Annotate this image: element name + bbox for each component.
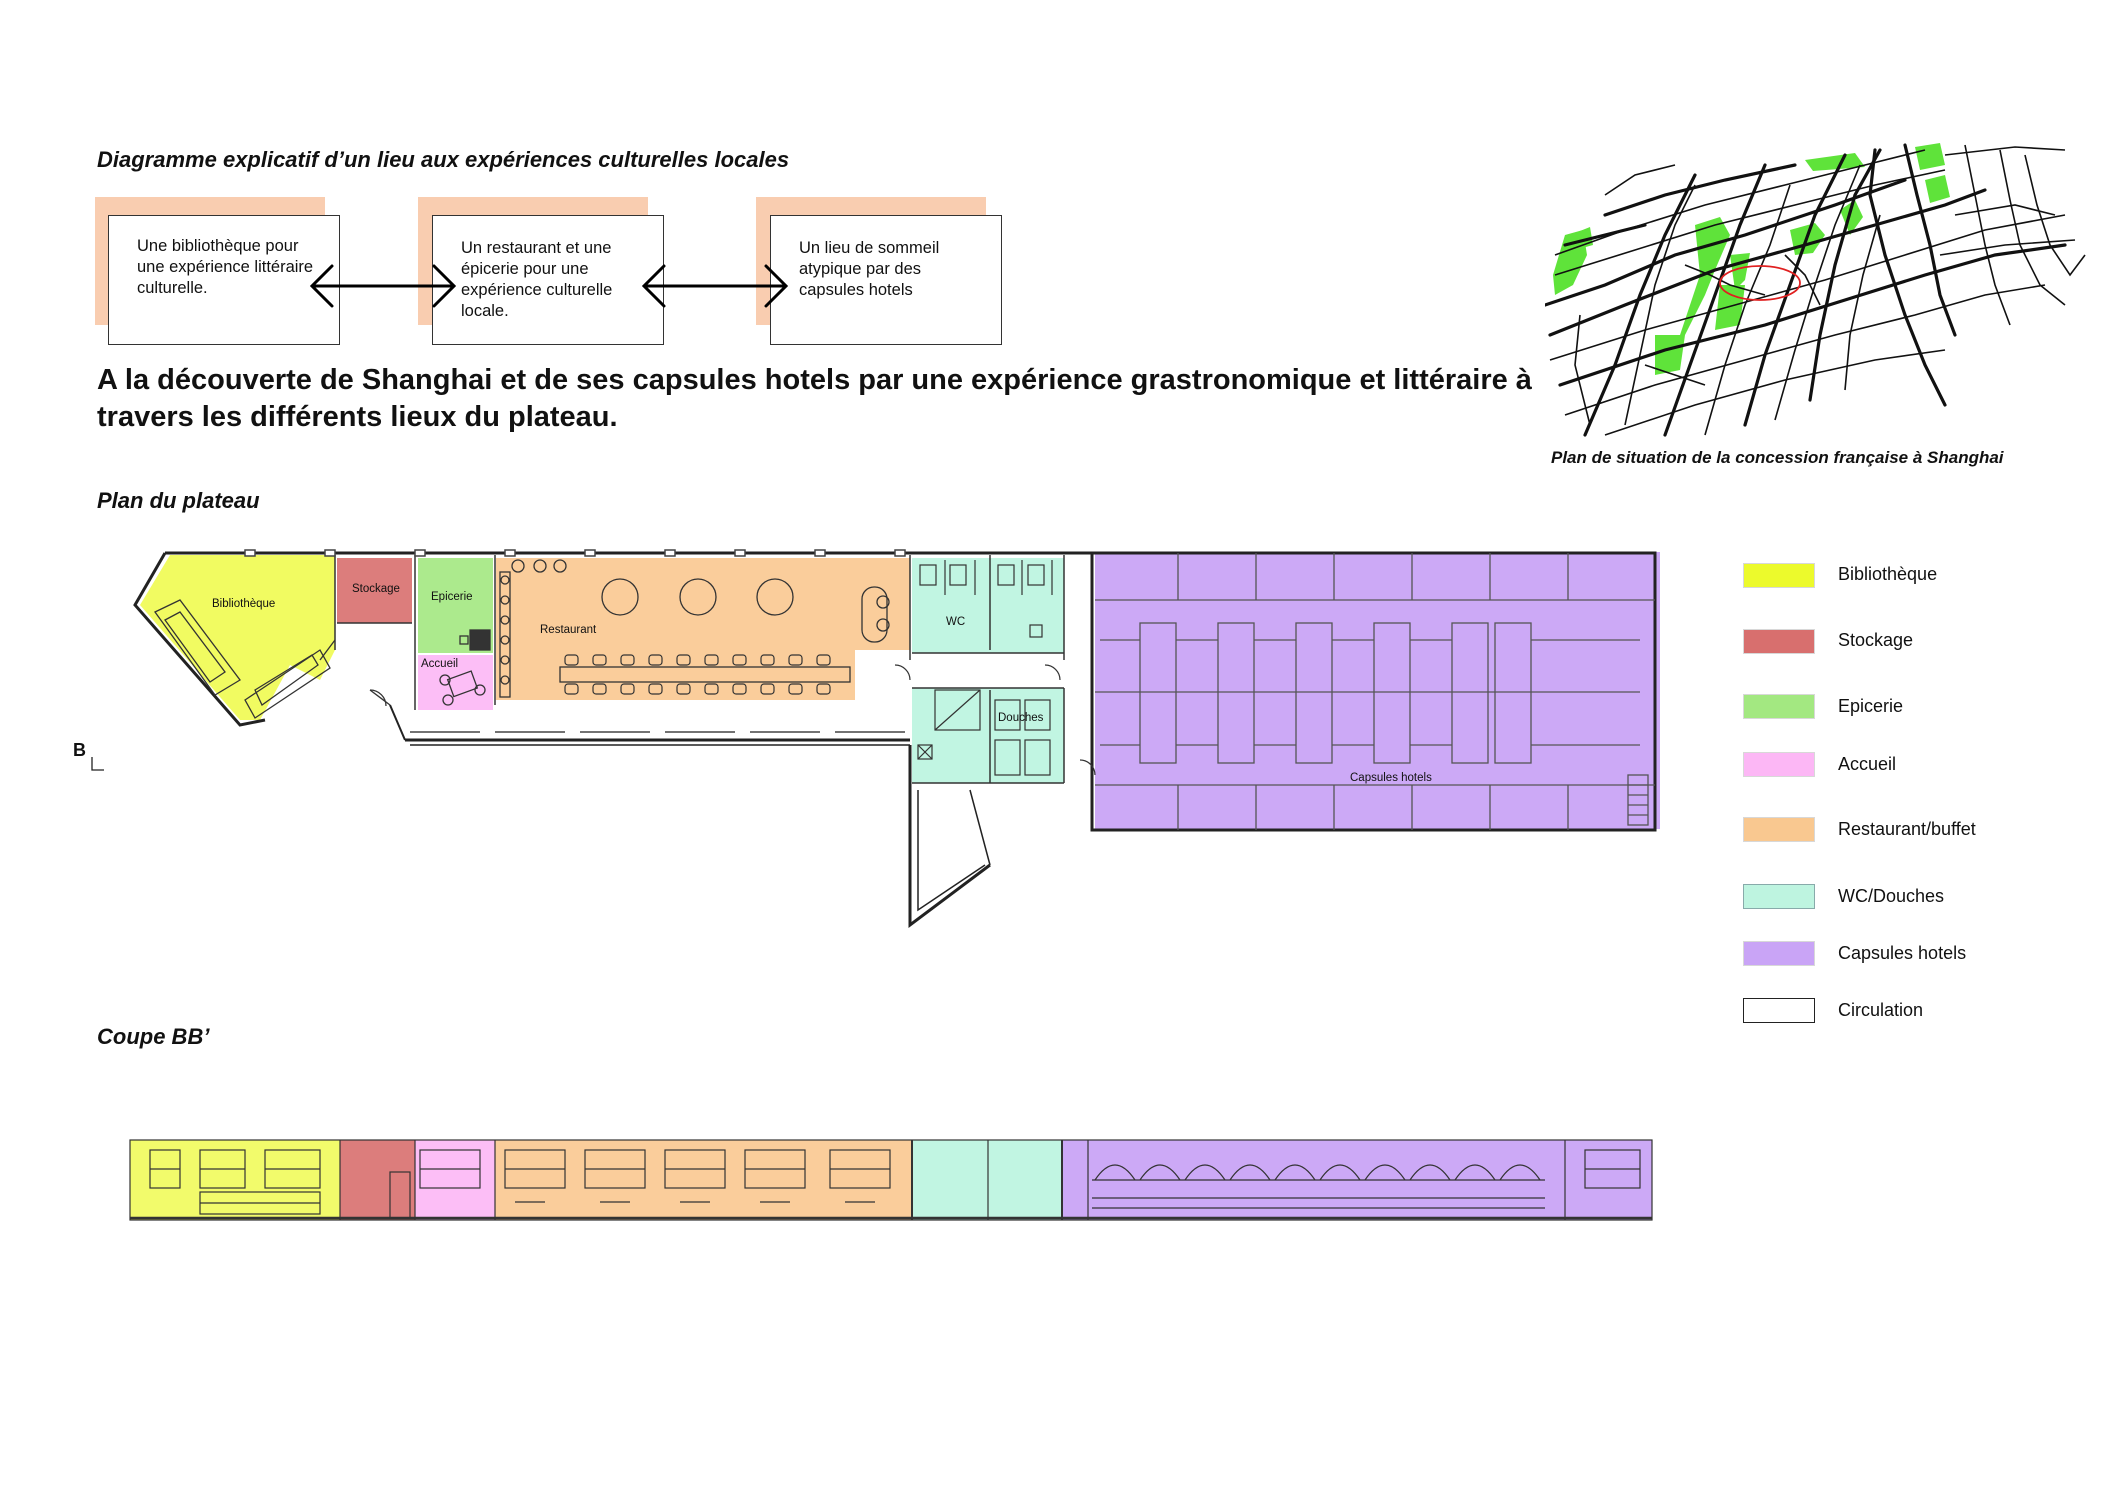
section-bb [129, 1139, 1653, 1221]
zone-douches [912, 688, 1064, 783]
double-arrow-icon [641, 264, 789, 308]
situation-map [1545, 143, 2086, 437]
diagram-box-library: Une bibliothèque pour une expérience lit… [108, 215, 340, 345]
room-label-capsules: Capsules hotels [1350, 772, 1432, 784]
room-label-restaurant: Restaurant [540, 624, 597, 636]
section-zone-restaurant [495, 1140, 912, 1220]
legend-label: Stockage [1838, 630, 1914, 650]
legend-label: Restaurant/buffet [1838, 819, 1976, 839]
legend-swatch-bibliotheque [1743, 563, 1815, 588]
double-arrow-icon [309, 264, 457, 308]
legend-label: Capsules hotels [1838, 943, 1967, 963]
diagram-box-restaurant: Un restaurant et une épicerie pour une e… [432, 215, 664, 345]
zone-capsules [1095, 552, 1660, 829]
zone-wc [912, 558, 1064, 653]
location-marker [1719, 265, 1801, 301]
room-label-accueil: Accueil [421, 658, 458, 670]
legend-swatch-wc-douches [1743, 884, 1815, 909]
diagram-box-text: Une bibliothèque pour une expérience lit… [137, 237, 314, 297]
room-label-douches: Douches [998, 712, 1044, 724]
diagram-box-text: Un restaurant et une épicerie pour une e… [461, 239, 613, 320]
plan-title: Plan du plateau [97, 488, 260, 513]
legend-swatch-restaurant [1743, 817, 1815, 842]
headline: A la découverte de Shanghai et de ses ca… [97, 364, 1532, 433]
legend-label: WC/Douches [1838, 886, 1945, 906]
diagram-box-text: Un lieu de sommeil atypique par des caps… [799, 239, 940, 299]
legend-swatch-accueil [1743, 752, 1815, 777]
legend-swatch-circulation [1743, 998, 1815, 1023]
zone-bibliotheque [140, 555, 335, 720]
legend-label: Accueil [1838, 754, 1897, 774]
legend-swatch-epicerie [1743, 694, 1815, 719]
legend-label: Circulation [1838, 1000, 1924, 1020]
floor-plan: B B' Bibliothèque Stockage Epicerie Accu… [73, 549, 1660, 928]
restaurant-chairs [564, 654, 831, 695]
diagram-title: Diagramme explicatif d’un lieu aux expér… [97, 147, 790, 172]
legend-label: Bibliothèque [1838, 564, 1938, 584]
legend-swatch-capsules [1743, 941, 1815, 966]
legend-label: Epicerie [1838, 696, 1904, 716]
section-title: Coupe BB’ [97, 1024, 210, 1049]
section-zone-bibliotheque [130, 1140, 340, 1220]
section-zone-accueil [415, 1140, 495, 1220]
zone-stockage [337, 558, 412, 623]
zone-accueil [418, 655, 493, 710]
diagram-box-capsules: Un lieu de sommeil atypique par des caps… [770, 215, 1002, 345]
section-mark-b: B [73, 740, 86, 760]
room-label-epicerie: Epicerie [431, 591, 473, 603]
map-caption: Plan de situation de la concession franç… [1551, 448, 2004, 467]
room-label-wc: WC [946, 616, 965, 628]
minor-streets [1549, 144, 2086, 436]
room-label-stockage: Stockage [352, 583, 400, 595]
section-zone-wc [912, 1140, 1062, 1220]
section-zone-stockage [340, 1140, 415, 1220]
legend-swatch-stockage [1743, 629, 1815, 654]
diagram-arrows [309, 264, 789, 308]
room-label-bibliotheque: Bibliothèque [212, 598, 275, 610]
